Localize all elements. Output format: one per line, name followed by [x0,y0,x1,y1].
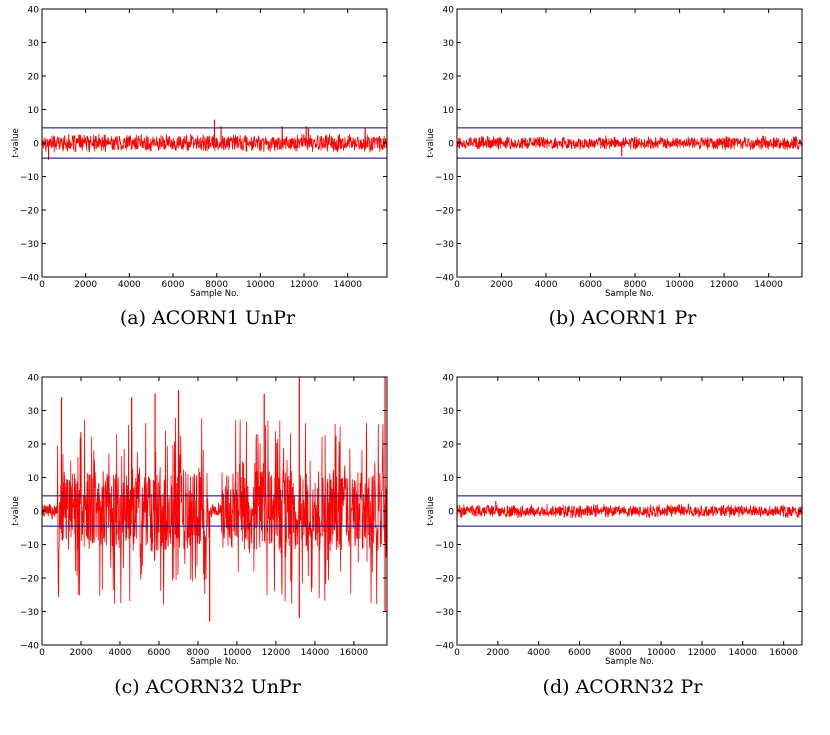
x-tick-label: 6000 [579,280,602,290]
y-tick-label: −30 [435,240,454,250]
x-tick-label: 2000 [70,648,93,658]
y-tick-label: −40 [20,642,39,652]
x-tick-label: 4000 [535,280,558,290]
x-tick-label: 0 [454,648,460,658]
x-tick-label: 6000 [162,280,185,290]
y-tick-label: −30 [435,608,454,618]
y-axis-label: t-value [11,128,21,157]
trace-line [42,133,387,153]
x-tick-label: 2000 [490,280,513,290]
y-tick-label: −40 [20,274,39,284]
caption-a: (a) ACORN1 UnPr [119,307,296,329]
x-axis-label: Sample No. [190,289,239,299]
y-tick-label: 30 [28,407,40,417]
x-tick-label: 10000 [223,648,252,658]
y-tick-label: −20 [20,207,39,217]
x-tick-label: 8000 [205,280,228,290]
x-tick-label: 6000 [568,648,591,658]
panel-b: −40 −30 −20 −10 0 10 20 30 40 0 2000 4000 6000 8000 10… [415,0,830,367]
y-tick-label: 40 [28,6,40,16]
x-tick-label: 12000 [710,280,739,290]
y-tick-label: −40 [435,642,454,652]
x-tick-label: 4000 [118,280,141,290]
x-tick-label: 10000 [246,280,275,290]
y-tick-label: 40 [443,374,455,384]
y-tick-label: 30 [28,39,40,49]
x-tick-label: 12000 [688,648,717,658]
chart-a: −40 −30 −20 −10 0 10 20 30 40 0 2000 4000 6000 8000 10… [11,6,388,299]
y-tick-label: −30 [20,608,39,618]
y-tick-label: 0 [33,508,39,518]
x-tick-label: 4000 [527,648,550,658]
x-tick-label: 6000 [147,648,170,658]
trace-line [457,503,802,519]
chart-b: −40 −30 −20 −10 0 10 20 30 40 0 2000 4000 6000 8000 10… [426,6,803,299]
x-axis-label: Sample No. [605,657,654,667]
y-tick-label: −10 [20,541,39,551]
chart-d: −40 −30 −20 −10 0 10 20 30 40 0 2000 4000 6000 8000 10… [426,374,803,667]
x-tick-label: 14000 [754,280,783,290]
panel-a: −40 −30 −20 −10 0 10 20 30 40 0 2000 4000 6000 8000 10… [0,0,415,367]
x-tick-label: 12000 [290,280,319,290]
x-tick-label: 10000 [665,280,694,290]
y-tick-label: −10 [435,541,454,551]
trace-line [457,135,802,151]
y-tick-label: −20 [435,575,454,585]
y-tick-label: −30 [20,240,39,250]
x-tick-label: 16000 [340,648,369,658]
panel-d: −40 −30 −20 −10 0 10 20 30 40 0 2000 4000 6000 8000 10… [415,368,830,735]
caption-c: (c) ACORN32 UnPr [114,676,301,698]
y-tick-label: 20 [443,73,455,83]
caption-d: (d) ACORN32 Pr [542,676,703,698]
x-tick-label: 14000 [728,648,757,658]
y-tick-label: 20 [443,441,455,451]
y-tick-label: 20 [28,73,40,83]
y-tick-label: 30 [443,39,455,49]
y-tick-label: 40 [28,374,40,384]
caption-b: (b) ACORN1 Pr [548,307,697,329]
x-tick-label: 14000 [301,648,330,658]
y-tick-label: 10 [443,106,455,116]
y-axis-label: t-value [11,496,21,525]
y-tick-label: 10 [28,106,40,116]
x-tick-label: 2000 [486,648,509,658]
y-tick-label: 40 [443,6,455,16]
y-tick-label: −10 [435,173,454,183]
y-tick-label: −20 [435,207,454,217]
x-tick-label: 10000 [647,648,676,658]
y-tick-label: 10 [28,474,40,484]
y-tick-label: 0 [33,140,39,150]
chart-c: −40 −30 −20 −10 0 10 20 30 40 0 2000 4000 6000 8000 10… [11,374,388,667]
y-axis-label: t-value [426,496,436,525]
x-tick-label: 0 [39,280,45,290]
y-tick-label: −40 [435,274,454,284]
x-axis-label: Sample No. [605,289,654,299]
trace-line [42,417,387,605]
x-tick-label: 8000 [624,280,647,290]
y-tick-label: 0 [448,508,454,518]
x-tick-label: 4000 [109,648,132,658]
y-tick-label: −10 [20,173,39,183]
y-tick-label: 0 [448,140,454,150]
x-tick-label: 16000 [769,648,798,658]
x-tick-label: 0 [454,280,460,290]
x-tick-label: 2000 [74,280,97,290]
x-tick-label: 8000 [186,648,209,658]
panel-c: −40 −30 −20 −10 0 10 20 30 40 0 2000 4000 6000 8000 10… [0,368,415,735]
y-axis-label: t-value [426,128,436,157]
y-tick-label: −20 [20,575,39,585]
x-axis-label: Sample No. [190,657,239,667]
x-tick-label: 0 [39,648,45,658]
x-tick-label: 14000 [333,280,362,290]
x-tick-label: 12000 [262,648,291,658]
y-tick-label: 20 [28,441,40,451]
y-tick-label: 10 [443,474,455,484]
x-tick-label: 8000 [609,648,632,658]
y-tick-label: 30 [443,407,455,417]
